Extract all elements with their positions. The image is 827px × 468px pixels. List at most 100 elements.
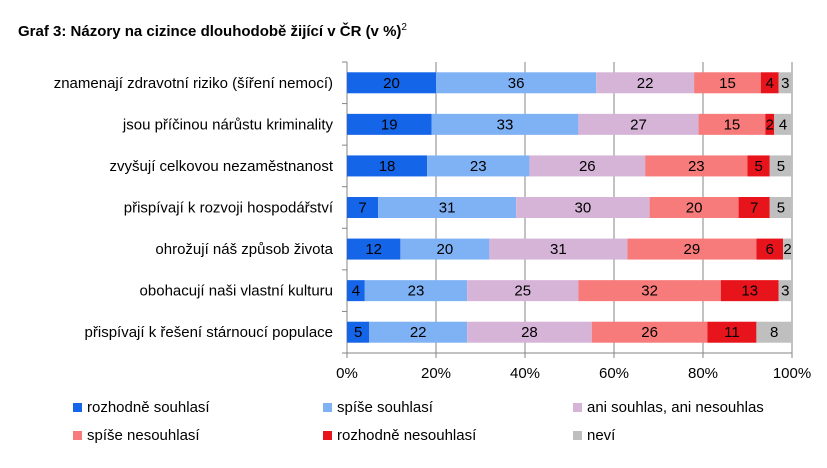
- category-label: znamenají zdravotní riziko (šíření nemoc…: [54, 75, 333, 92]
- data-label: 36: [508, 75, 525, 92]
- bar-segment: [369, 321, 468, 343]
- data-label: 32: [641, 283, 658, 300]
- bar-segment: [783, 238, 792, 260]
- bar-segment: [467, 280, 579, 302]
- bar-segment: [778, 280, 792, 302]
- category-label: ohrožují náš způsob života: [155, 241, 333, 258]
- bar-segment: [347, 238, 401, 260]
- data-label: 26: [641, 324, 658, 341]
- data-label: 28: [521, 324, 538, 341]
- data-label: 15: [724, 116, 741, 133]
- data-label: 5: [777, 200, 785, 217]
- bar-segment: [756, 321, 792, 343]
- bar-segment: [756, 238, 784, 260]
- data-label: 5: [754, 158, 762, 175]
- category-label: přispívají k rozvoji hospodářství: [124, 200, 334, 217]
- bar-segment: [778, 72, 792, 94]
- data-label: 31: [550, 241, 567, 258]
- bar-segment: [578, 113, 699, 135]
- category-label: zvyšují celkovou nezaměstnanost: [110, 158, 334, 175]
- data-label: 29: [684, 241, 701, 258]
- bar-segment: [347, 197, 379, 218]
- bar-segment: [431, 113, 579, 135]
- bar-segment: [529, 155, 646, 177]
- data-label: 18: [379, 158, 396, 175]
- category-label: jsou příčinou nárůstu kriminality: [122, 116, 334, 133]
- x-tick-label: 80%: [688, 365, 718, 382]
- x-tick-label: 60%: [599, 365, 629, 382]
- bar-segment: [707, 321, 757, 343]
- bar-segment: [765, 113, 775, 135]
- x-tick-label: 20%: [421, 365, 451, 382]
- x-tick-label: 40%: [510, 365, 540, 382]
- data-label: 31: [439, 200, 456, 217]
- bar-segment: [467, 321, 592, 343]
- data-label: 22: [410, 324, 427, 341]
- bar-segment: [378, 197, 517, 218]
- data-label: 12: [365, 241, 382, 258]
- bar-segment: [698, 113, 766, 135]
- data-label: 19: [381, 116, 398, 133]
- data-label: 20: [686, 200, 703, 217]
- data-label: 20: [383, 75, 400, 92]
- bar-segment: [347, 321, 370, 343]
- data-label: 23: [470, 158, 487, 175]
- bar-segment: [596, 72, 695, 94]
- data-label: 5: [777, 158, 785, 175]
- data-label: 20: [437, 241, 454, 258]
- bar-segment: [347, 72, 436, 94]
- x-tick-label: 100%: [773, 365, 811, 382]
- bar-segment: [769, 197, 792, 218]
- bar-segment: [436, 72, 597, 94]
- category-label: přispívají k řešení stárnoucí populace: [85, 324, 333, 341]
- data-label: 3: [781, 75, 789, 92]
- bar-segment: [694, 72, 761, 94]
- data-label: 7: [750, 200, 758, 217]
- data-label: 26: [579, 158, 596, 175]
- data-label: 2: [766, 116, 774, 133]
- data-label: 7: [358, 200, 366, 217]
- bar-segment: [364, 280, 468, 302]
- data-label: 13: [741, 283, 758, 300]
- data-label: 2: [783, 241, 791, 258]
- data-label: 27: [630, 116, 647, 133]
- bar-segment: [720, 280, 779, 302]
- data-label: 4: [779, 116, 787, 133]
- bar-segment: [516, 197, 650, 218]
- data-label: 30: [575, 200, 592, 217]
- data-label: 33: [497, 116, 514, 133]
- bar-segment: [769, 155, 792, 177]
- title-footnote-marker: 2: [401, 22, 407, 33]
- bar-segment: [427, 155, 530, 177]
- bar-segment: [347, 155, 428, 177]
- data-label: 15: [719, 75, 736, 92]
- bar-segment: [347, 280, 365, 302]
- x-tick-label: 0%: [336, 365, 358, 382]
- bar-segment: [774, 113, 792, 135]
- bar-segment: [760, 72, 779, 94]
- data-label: 23: [408, 283, 425, 300]
- bar-segment: [649, 197, 739, 218]
- data-label: 4: [352, 283, 360, 300]
- category-label: obohacují naši vlastní kulturu: [140, 283, 333, 300]
- data-label: 11: [724, 324, 740, 341]
- chart-title-text: Graf 3: Názory na cizince dlouhodobě žij…: [18, 23, 402, 40]
- data-label: 6: [766, 241, 774, 258]
- bar-segment: [400, 238, 490, 260]
- bar-segment: [738, 197, 770, 218]
- data-label: 8: [770, 324, 778, 341]
- data-label: 4: [766, 75, 774, 92]
- bar-segment: [578, 280, 721, 302]
- data-label: 23: [688, 158, 705, 175]
- data-label: 3: [781, 283, 789, 300]
- bar-segment: [627, 238, 757, 260]
- chart-title: Graf 3: Názory na cizince dlouhodobě žij…: [18, 22, 407, 40]
- bar-segment: [489, 238, 628, 260]
- bar-segment: [645, 155, 748, 177]
- data-label: 22: [637, 75, 654, 92]
- bar-segment: [347, 113, 432, 135]
- bar-segment: [747, 155, 770, 177]
- data-label: 5: [354, 324, 362, 341]
- bar-segment: [591, 321, 708, 343]
